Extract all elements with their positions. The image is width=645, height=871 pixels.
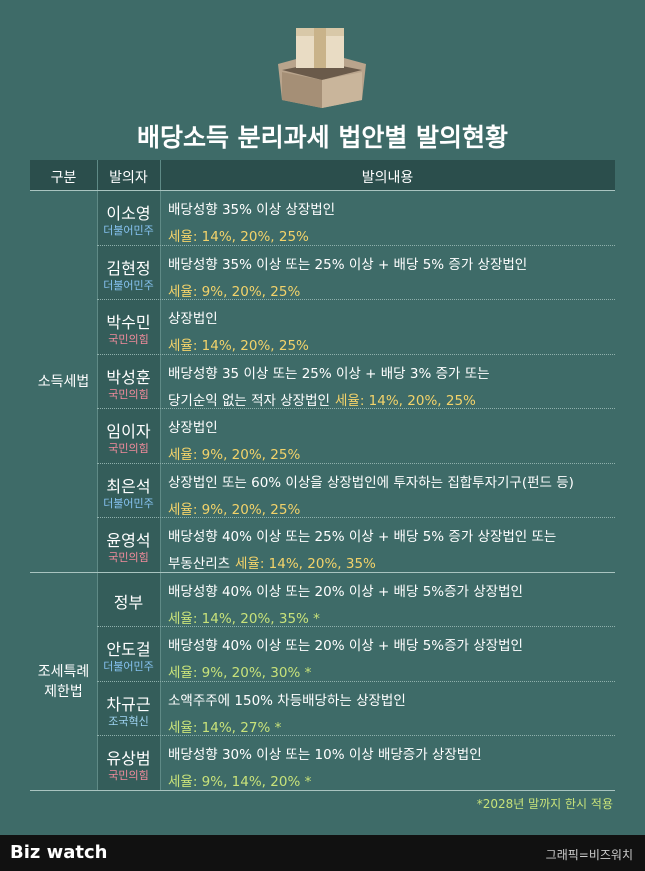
column-line <box>160 160 161 790</box>
description: 배당성향 40% 이상 또는 25% 이상 + 배당 5% 증가 상장법인 또는 <box>168 529 557 545</box>
rate: 세율: 14%, 20%, 35% <box>235 556 376 572</box>
name: 최은석 <box>106 476 151 496</box>
row-line <box>97 626 615 627</box>
credit: 그래픽=비즈워치 <box>545 848 633 862</box>
party: 국민의힘 <box>108 442 149 455</box>
row-line <box>97 680 615 682</box>
rate: 세율: 9%, 20%, 25% <box>168 447 301 463</box>
description: 배당성향 35 이상 또는 25% 이상 + 배당 3% 증가 또는 <box>168 365 490 382</box>
column-line <box>97 160 98 790</box>
bottom-bar <box>0 835 645 871</box>
name: 박성훈 <box>106 367 151 387</box>
header-bg <box>30 160 615 190</box>
rate: 세율: 14%, 20%, 25% <box>168 338 309 354</box>
header-cell: 발의내용 <box>361 170 414 186</box>
group-label: 조세특례 <box>37 663 90 680</box>
top-line <box>30 190 615 191</box>
row-line <box>97 517 615 518</box>
group-label: 제한법 <box>44 683 83 700</box>
description: 소액주주에 150% 차등배당하는 상장법인 <box>168 692 406 709</box>
rate: 세율: 9%, 14%, 20% * <box>168 774 312 790</box>
header-cell: 발의자 <box>109 170 148 186</box>
row-line <box>97 244 615 246</box>
column-bg <box>97 190 160 790</box>
description: 상장법인 <box>168 420 218 436</box>
description: 상장법인 또는 60% 이상을 상장법인에 투자하는 집합투자기구(펀드 등) <box>168 474 574 491</box>
description: 배당성향 30% 이상 또는 10% 이상 배당증가 상장법인 <box>168 747 482 763</box>
name: 임이자 <box>106 422 151 441</box>
brand: Biz watch <box>10 842 108 863</box>
rate: 세율: 14%, 20%, 35% * <box>168 610 320 627</box>
header-cell: 구분 <box>50 170 77 186</box>
name: 김현정 <box>106 258 151 278</box>
name: 윤영석 <box>106 531 151 550</box>
row-line <box>97 353 615 355</box>
title: 배당소득 분리과세 법안별 발의현황 <box>136 123 509 152</box>
rate: 세율: 14%, 20%, 25% <box>335 392 476 409</box>
party: 더불어민주 <box>103 496 154 510</box>
party: 더불어민주 <box>103 278 154 292</box>
group-label: 소득세법 <box>37 373 90 390</box>
rate: 세율: 9%, 20%, 25% <box>168 283 301 300</box>
description: 배당성향 35% 이상 또는 25% 이상 + 배당 5% 증가 상장법인 <box>168 256 528 273</box>
description: 부동산리츠 <box>168 556 231 572</box>
party: 국민의힘 <box>108 387 149 401</box>
description: 당기순익 없는 적자 상장법인 <box>168 392 330 409</box>
row-line <box>97 462 615 464</box>
party: 조국혁신 <box>108 714 149 728</box>
name: 정부 <box>113 592 144 612</box>
name: 유상범 <box>106 749 151 768</box>
description: 배당성향 35% 이상 상장법인 <box>168 202 336 218</box>
description: 배당성향 40% 이상 또는 20% 이상 + 배당 5%증가 상장법인 <box>168 638 523 654</box>
table: 구분 발의자 발의내용 소득세법 이소영 더불어민주 배당성향 35% 이상 상장법인 세율:… <box>30 160 615 791</box>
box-icon <box>278 28 366 108</box>
name: 박수민 <box>106 313 151 332</box>
row-line <box>97 299 615 300</box>
rate: 세율: 14%, 20%, 25% <box>168 229 309 245</box>
group-line <box>30 571 615 573</box>
rate: 세율: 9%, 20%, 25% <box>168 501 301 518</box>
name: 이소영 <box>106 204 151 223</box>
party: 국민의힘 <box>108 769 149 782</box>
party: 더불어민주 <box>103 224 154 237</box>
description: 상장법인 <box>168 311 218 327</box>
row-line <box>97 408 615 409</box>
party: 더불어민주 <box>103 660 154 673</box>
footnote: *2028년 말까지 한시 적용 <box>476 797 613 811</box>
row-line <box>97 735 615 736</box>
rate: 세율: 9%, 20%, 30% * <box>168 665 312 681</box>
name: 안도걸 <box>106 640 151 659</box>
group-line <box>30 789 615 791</box>
party: 국민의힘 <box>108 551 149 564</box>
rate: 세율: 14%, 27% * <box>168 719 282 736</box>
description: 배당성향 40% 이상 또는 20% 이상 + 배당 5%증가 상장법인 <box>168 583 523 600</box>
name: 차규근 <box>106 694 151 714</box>
party: 국민의힘 <box>108 333 149 346</box>
